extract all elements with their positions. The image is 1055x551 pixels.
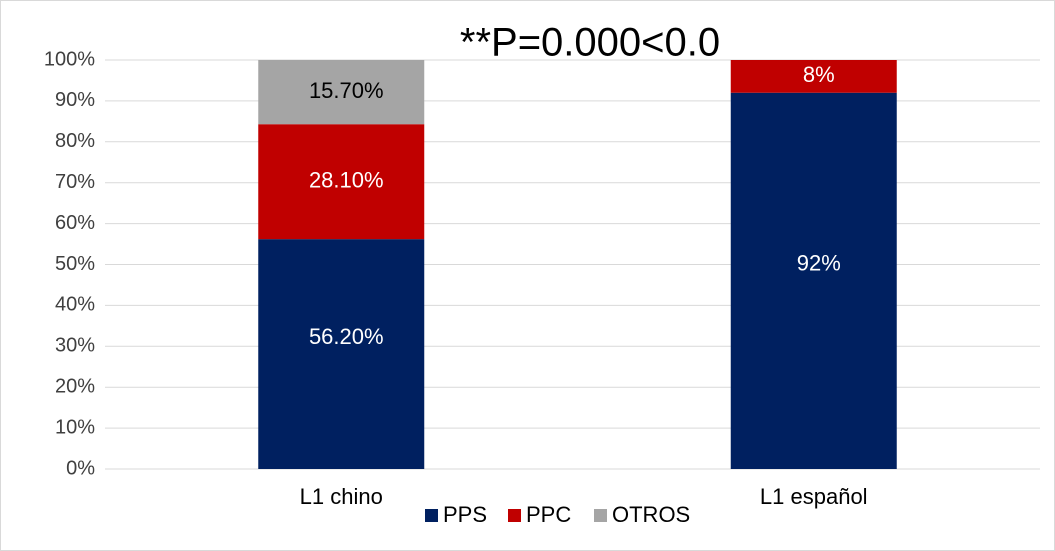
legend-swatch [425, 509, 438, 522]
bar-segment [730, 92, 897, 469]
value-label: 56.20% [309, 324, 384, 349]
value-label: 92% [797, 251, 841, 276]
legend-label: OTROS [612, 502, 690, 527]
y-tick-label: 0% [66, 457, 95, 479]
y-tick-label: 80% [55, 130, 95, 152]
value-label: 15.70% [309, 78, 384, 103]
bar-segment [258, 124, 425, 240]
legend-swatch [594, 509, 607, 522]
y-tick-label: 50% [55, 253, 95, 275]
y-tick-label: 10% [55, 416, 95, 438]
y-tick-label: 70% [55, 171, 95, 193]
bar-segment [258, 239, 425, 469]
y-tick-label: 90% [55, 89, 95, 111]
y-tick-label: 40% [55, 294, 95, 316]
x-tick-label: L1 chino [300, 484, 383, 509]
value-label: 8% [803, 62, 835, 87]
y-tick-label: 30% [55, 335, 95, 357]
chart-title: **P=0.000<0.0 [460, 21, 720, 65]
legend-label: PPS [443, 502, 487, 527]
legend-swatch [508, 509, 521, 522]
y-tick-label: 60% [55, 212, 95, 234]
bar-segment [258, 60, 425, 125]
bar-segment [730, 60, 897, 93]
value-label: 28.10% [309, 167, 384, 192]
y-tick-label: 20% [55, 375, 95, 397]
x-tick-label: L1 español [760, 484, 868, 509]
legend-label: PPC [526, 502, 571, 527]
y-tick-label: 100% [44, 48, 95, 70]
